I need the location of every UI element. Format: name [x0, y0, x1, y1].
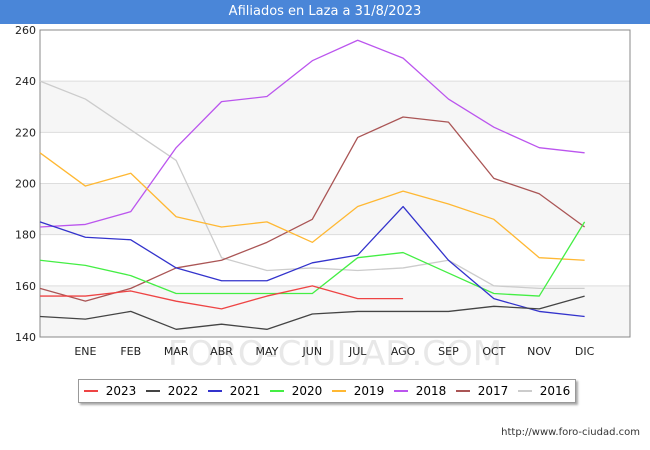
- x-tick-label: DIC: [575, 345, 595, 358]
- x-tick-label: JUL: [348, 345, 367, 358]
- y-tick-label: 240: [15, 75, 36, 88]
- plot-frame: [39, 29, 631, 338]
- legend-swatch: [145, 390, 160, 392]
- series-line-2021: [39, 205, 585, 318]
- x-tick-label: NOV: [527, 345, 552, 358]
- chart-title: Afiliados en Laza a 31/8/2023: [0, 0, 650, 24]
- y-tick-label: 140: [15, 331, 36, 344]
- legend-swatch: [455, 390, 470, 392]
- source-credit: http://www.foro-ciudad.com: [501, 427, 640, 438]
- legend-swatch: [331, 390, 346, 392]
- legend-swatch: [517, 390, 532, 392]
- y-tick-label: 160: [15, 280, 36, 293]
- x-tick-label: SEP: [438, 345, 459, 358]
- series-line-2018: [39, 39, 585, 228]
- legend-item-2018: 2018: [393, 384, 447, 398]
- legend-swatch: [207, 390, 222, 392]
- y-tick-label: 200: [15, 178, 36, 191]
- y-tick-label: 220: [15, 126, 36, 139]
- legend-item-2017: 2017: [455, 384, 509, 398]
- legend-swatch: [269, 390, 284, 392]
- legend-label: 2016: [539, 384, 571, 398]
- legend-item-2022: 2022: [145, 384, 199, 398]
- x-tick-label: AGO: [391, 345, 416, 358]
- grid-band: [40, 183, 630, 235]
- legend: 2023 2022 2021 2020 2019 2018 2017 2016: [78, 379, 576, 403]
- legend-label: 2021: [229, 384, 261, 398]
- legend-label: 2017: [477, 384, 509, 398]
- y-tick-label: 180: [15, 229, 36, 242]
- series-line-2019: [39, 152, 585, 261]
- series-line-2020: [39, 221, 586, 297]
- x-tick-label: FEB: [120, 345, 141, 358]
- legend-label: 2018: [415, 384, 447, 398]
- x-tick-label: OCT: [482, 345, 505, 358]
- legend-item-2020: 2020: [269, 384, 323, 398]
- legend-item-2023: 2023: [83, 384, 137, 398]
- grid-band: [40, 81, 630, 133]
- watermark: FORO-CIUDAD.COM: [168, 334, 502, 374]
- legend-swatch: [393, 390, 408, 392]
- series-line-2023: [40, 285, 404, 310]
- legend-label: 2023: [105, 384, 137, 398]
- legend-item-2021: 2021: [207, 384, 261, 398]
- grid-band: [40, 285, 630, 337]
- x-tick-label: MAY: [255, 345, 278, 358]
- x-tick-label: MAR: [164, 345, 189, 358]
- legend-item-2016: 2016: [517, 384, 571, 398]
- legend-swatch: [83, 390, 98, 392]
- legend-label: 2019: [353, 384, 385, 398]
- legend-item-2019: 2019: [331, 384, 385, 398]
- x-tick-label: JUN: [302, 345, 323, 358]
- series-line-2016: [39, 80, 585, 290]
- series-line-2022: [39, 295, 585, 330]
- y-tick-label: 260: [15, 24, 36, 37]
- legend-label: 2020: [291, 384, 323, 398]
- legend-label: 2022: [167, 384, 199, 398]
- series-line-2017: [39, 116, 585, 302]
- x-tick-label: ENE: [74, 345, 96, 358]
- x-tick-label: ABR: [210, 345, 233, 358]
